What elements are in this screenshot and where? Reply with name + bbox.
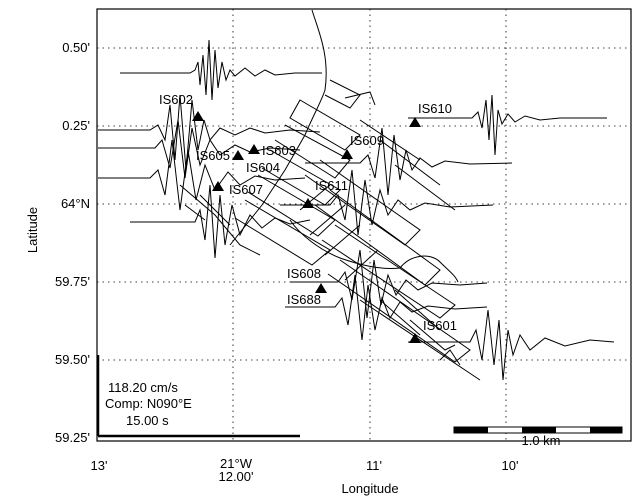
station-label-is602: IS602 — [159, 92, 193, 107]
x-tick-label: 10' — [502, 458, 519, 473]
y-tick-label: 59.25' — [55, 430, 90, 445]
station-marker-is601[interactable] — [409, 333, 421, 343]
station-label-is611: IS611 — [315, 178, 348, 193]
y-tick-label: 0.50' — [62, 40, 90, 55]
legend-velocity: 118.20 cm/s — [108, 380, 178, 395]
trace-is601 — [408, 309, 615, 381]
scale-bar: 1.0 km — [453, 426, 623, 448]
x-tick-label: 11' — [366, 458, 382, 473]
trace-is603 — [98, 119, 301, 179]
y-tick-label: 59.50' — [55, 352, 90, 367]
station-label-is609: IS609 — [350, 133, 384, 148]
x-tick-label: 13' — [91, 458, 108, 473]
station-label-is603: IS603 — [262, 143, 296, 158]
x-axis-title: Longitude — [341, 481, 398, 496]
plot-frame — [96, 8, 632, 442]
legend-time: 15.00 s — [126, 413, 169, 428]
grid — [96, 9, 631, 441]
trace-is608 — [290, 249, 488, 319]
x-tick-labels: 13' 21°W 12.00' 11' 10' — [91, 456, 519, 484]
trace-is611 — [280, 169, 494, 236]
station-label-is604: IS604 — [246, 160, 280, 175]
station-label-is688: IS688 — [287, 292, 321, 307]
station-label-is605: IS605 — [196, 148, 230, 163]
trace-is605 — [98, 94, 321, 171]
y-axis-title: Latitude — [25, 207, 40, 253]
scale-bar-segment — [522, 427, 556, 433]
trace-is604 — [98, 139, 306, 211]
scale-bar-segment — [590, 427, 622, 433]
station-marker-is602[interactable] — [192, 111, 204, 121]
station-marker-is607[interactable] — [212, 181, 224, 191]
station-markers — [192, 111, 421, 343]
seismic-traces — [98, 39, 615, 381]
y-tick-labels: 0.50' 0.25' 64°N 59.75' 59.50' 59.25' — [55, 40, 90, 445]
scale-bar-segment — [454, 427, 488, 433]
amplitude-legend: 118.20 cm/s Comp: N090°E 15.00 s — [96, 355, 300, 438]
station-label-is607: IS607 — [229, 182, 263, 197]
y-tick-label: 64°N — [61, 196, 90, 211]
station-marker-is611[interactable] — [302, 198, 314, 208]
legend-component: Comp: N090°E — [105, 396, 192, 411]
station-labels: IS602 IS610 IS605 IS603 IS609 IS604 IS60… — [159, 92, 457, 333]
station-marker-is603[interactable] — [248, 144, 260, 154]
x-tick-sublabel: 12.00' — [218, 469, 253, 484]
station-label-is610: IS610 — [418, 101, 452, 116]
station-marker-is608[interactable] — [315, 283, 327, 293]
station-label-is608: IS608 — [287, 266, 321, 281]
trace-is602 — [120, 39, 322, 101]
station-marker-is609[interactable] — [341, 149, 353, 159]
y-tick-label: 59.75' — [55, 274, 90, 289]
trace-is688 — [285, 274, 488, 341]
station-marker-is605[interactable] — [232, 150, 244, 160]
station-marker-is610[interactable] — [409, 117, 421, 127]
station-label-is601: IS601 — [423, 318, 457, 333]
y-tick-label: 0.25' — [62, 118, 90, 133]
x-tick-label: 21°W — [220, 456, 253, 471]
trace-is610 — [408, 94, 607, 156]
trace-is609 — [305, 127, 513, 196]
scale-bar-label: 1.0 km — [521, 433, 560, 448]
trace-is607 — [130, 184, 311, 259]
road-network — [179, 9, 481, 381]
